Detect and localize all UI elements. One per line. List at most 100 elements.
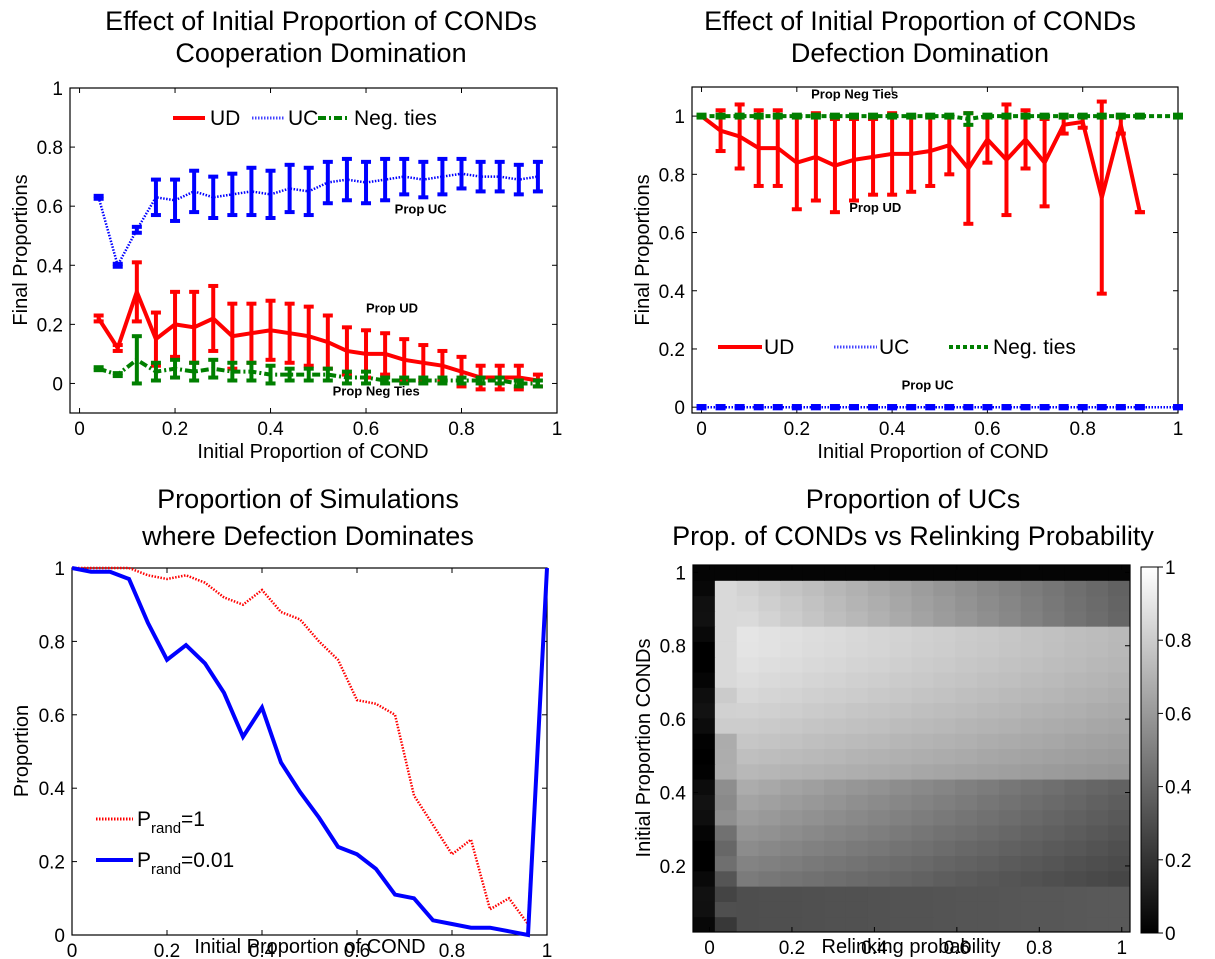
panel-defection-dominates-proportion: Proportion of Simulations where Defectio…: [11, 484, 552, 959]
heatmap-cell: [714, 687, 738, 704]
heatmap-cell: [955, 672, 978, 688]
colorbar-tick-label: 0.4: [1165, 778, 1192, 799]
panel3-legend-prand1-sub: rand: [151, 820, 181, 837]
heatmap-cell: [802, 840, 825, 857]
heatmap-cell: [977, 809, 1000, 826]
heatmap-cell: [714, 610, 738, 627]
heatmap-cell: [802, 610, 825, 627]
heatmap-cell: [977, 687, 1000, 704]
heatmap-cell: [1042, 717, 1065, 734]
heatmap-cell: [933, 763, 956, 780]
panel2-title-line1: Effect of Initial Proportion of CONDs: [704, 6, 1136, 36]
heatmap-cell: [780, 855, 803, 872]
y-tick-label: 0.6: [39, 706, 65, 727]
panel1-title-line1: Effect of Initial Proportion of CONDs: [105, 6, 537, 36]
heatmap-cell: [977, 702, 1000, 719]
x-tick-label: 1: [1173, 419, 1184, 440]
heatmap-cell: [955, 580, 978, 597]
heatmap-cell: [911, 870, 934, 887]
heatmap-cell: [845, 702, 869, 719]
series-line-uc: [97, 172, 539, 269]
heatmap-cell: [889, 840, 912, 857]
heatmap-cell: [714, 855, 738, 872]
heatmap-cell: [867, 809, 891, 826]
heatmap-cell: [802, 641, 825, 658]
y-tick-label: 0.8: [659, 165, 685, 186]
heatmap-cell: [1108, 840, 1131, 857]
heatmap-cell: [955, 687, 978, 704]
heatmap-cell: [802, 901, 825, 918]
panel3-title-line1: Proportion of Simulations: [157, 484, 459, 514]
heatmap-cell: [1042, 565, 1065, 581]
panel2-x-axis-label: Initial Proportion of COND: [817, 441, 1048, 463]
heatmap-cell: [824, 672, 847, 688]
heatmap-cell: [802, 656, 825, 673]
heatmap-cell: [1086, 610, 1109, 627]
heatmap-cell: [911, 656, 934, 673]
heatmap-cell: [758, 901, 781, 918]
panel1-y-axis-label: Final Proportions: [10, 174, 32, 325]
heatmap-cell: [824, 580, 847, 597]
heatmap-cell: [1108, 916, 1131, 933]
heatmap-cell: [955, 901, 978, 918]
panel-cooperation-domination: Effect of Initial Proportion of CONDs Co…: [10, 6, 562, 463]
panel1-annotation-prop-uc: Prop UC: [395, 202, 448, 217]
heatmap-cell: [1108, 901, 1131, 918]
heatmap-cell: [911, 610, 934, 627]
heatmap-cell: [693, 809, 716, 826]
y-tick-label: 1: [675, 563, 686, 584]
heatmap-cell: [714, 916, 738, 933]
y-tick-label: 1: [674, 107, 685, 128]
heatmap-cell: [758, 656, 781, 673]
y-tick-label: 1: [54, 559, 65, 580]
heatmap-cell: [889, 870, 912, 887]
heatmap-cell: [1108, 595, 1131, 612]
panel1-ticks: 0 0.2 0.4 0.6 0.8 1 0 0.2 0.4 0.6 0.8 1: [37, 79, 563, 440]
heatmap-cell: [867, 840, 891, 857]
heatmap-cell: [933, 626, 956, 642]
heatmap-cell: [758, 565, 781, 581]
heatmap-cell: [802, 672, 825, 688]
heatmap-cell: [1064, 794, 1087, 811]
heatmap-cell: [714, 824, 738, 841]
heatmap-cell: [1020, 901, 1044, 918]
heatmap-cell: [867, 916, 891, 933]
heatmap-cell: [736, 870, 760, 887]
heatmap-cell: [845, 610, 869, 627]
heatmap-cell: [1020, 626, 1044, 642]
heatmap-cell: [933, 824, 956, 841]
heatmap-cell: [955, 840, 978, 857]
heatmap-cell: [933, 656, 956, 673]
heatmap-cell: [758, 763, 781, 780]
heatmap-cell: [955, 733, 978, 749]
heatmap-cell: [955, 794, 978, 811]
heatmap-cell: [867, 748, 891, 765]
heatmap-cell: [845, 580, 869, 597]
heatmap-cell: [824, 595, 847, 612]
heatmap-cell: [780, 794, 803, 811]
heatmap-cell: [780, 580, 803, 597]
heatmap-cell: [977, 610, 1000, 627]
heatmap-cell: [693, 595, 716, 612]
heatmap-cell: [758, 794, 781, 811]
heatmap-cell: [911, 855, 934, 872]
heatmap-cell: [714, 763, 738, 780]
heatmap-cell: [1064, 595, 1087, 612]
heatmap-cell: [824, 717, 847, 734]
panel1-legend-ud-label: UD: [210, 107, 240, 130]
heatmap-cell: [845, 733, 869, 749]
y-tick-label: 0.4: [660, 784, 687, 805]
heatmap-cell: [714, 672, 738, 688]
heatmap-cell: [998, 702, 1022, 719]
heatmap-cell: [1108, 748, 1131, 765]
heatmap-cell: [998, 595, 1022, 612]
panel3-axes-frame: [71, 567, 548, 936]
heatmap-cell: [1108, 580, 1131, 597]
heatmap-cell: [824, 870, 847, 887]
heatmap-cell: [780, 641, 803, 658]
heatmap-cell: [693, 565, 716, 581]
heatmap-cell: [1020, 733, 1044, 749]
heatmap-cell: [1020, 794, 1044, 811]
heatmap-cell: [758, 672, 781, 688]
colorbar-tick-label: 0.8: [1165, 631, 1191, 652]
